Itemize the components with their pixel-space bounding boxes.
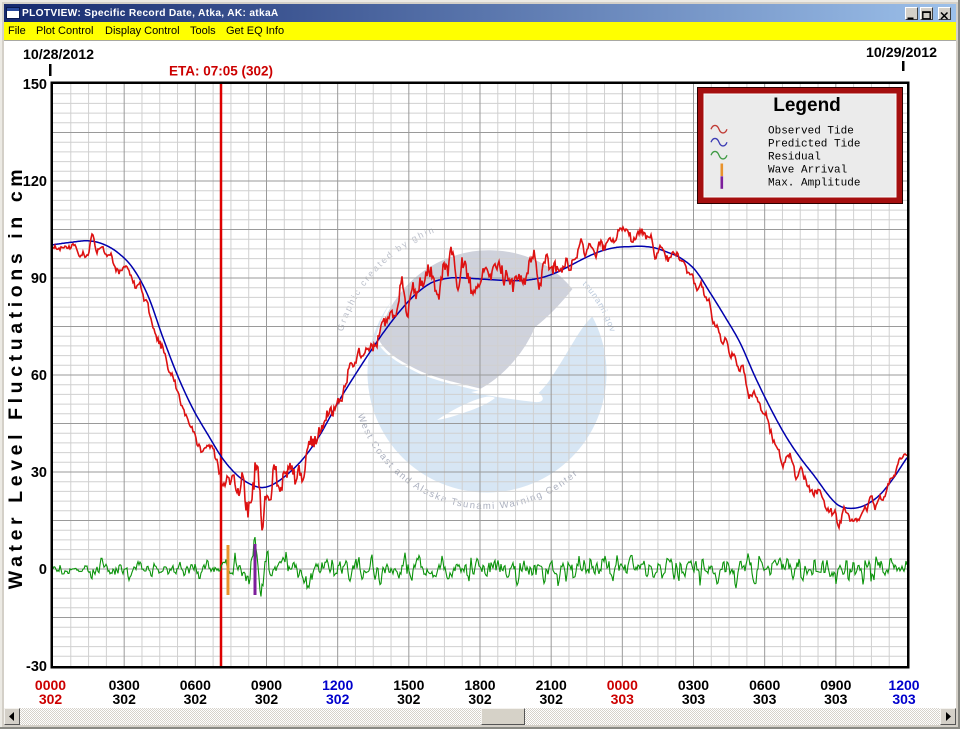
svg-text:0900: 0900 xyxy=(251,677,282,693)
svg-text:2100: 2100 xyxy=(536,677,567,693)
svg-text:302: 302 xyxy=(540,691,564,707)
svg-text:Max. Amplitude: Max. Amplitude xyxy=(768,178,860,190)
svg-text:303: 303 xyxy=(753,691,777,707)
svg-text:30: 30 xyxy=(31,465,47,481)
svg-text:302: 302 xyxy=(326,691,350,707)
svg-text:302: 302 xyxy=(255,691,279,707)
svg-text:Observed Tide: Observed Tide xyxy=(768,126,854,138)
svg-text:302: 302 xyxy=(184,691,208,707)
svg-text:1200: 1200 xyxy=(322,677,353,693)
svg-text:0900: 0900 xyxy=(820,677,851,693)
svg-text:302: 302 xyxy=(468,691,492,707)
svg-text:303: 303 xyxy=(682,691,706,707)
svg-text:Wave Arrival: Wave Arrival xyxy=(768,165,847,177)
svg-text:302: 302 xyxy=(113,691,137,707)
svg-text:0300: 0300 xyxy=(109,677,140,693)
svg-text:303: 303 xyxy=(892,691,916,707)
svg-text:90: 90 xyxy=(31,271,47,287)
svg-text:60: 60 xyxy=(31,368,47,384)
svg-text:302: 302 xyxy=(397,691,421,707)
svg-text:1500: 1500 xyxy=(393,677,424,693)
svg-text:303: 303 xyxy=(824,691,848,707)
svg-text:Predicted Tide: Predicted Tide xyxy=(768,139,860,151)
svg-text:1800: 1800 xyxy=(464,677,495,693)
svg-text:0000: 0000 xyxy=(607,677,638,693)
svg-text:10/29/2012: 10/29/2012 xyxy=(866,45,937,61)
svg-text:Residual: Residual xyxy=(768,152,821,164)
svg-text:0300: 0300 xyxy=(678,677,709,693)
svg-text:10/28/2012: 10/28/2012 xyxy=(23,47,94,63)
svg-text:120: 120 xyxy=(23,174,47,190)
svg-text:ETA: 07:05 (302): ETA: 07:05 (302) xyxy=(169,64,273,79)
svg-text:302: 302 xyxy=(39,691,63,707)
svg-text:0: 0 xyxy=(39,562,47,578)
svg-text:Legend: Legend xyxy=(773,95,841,116)
svg-text:303: 303 xyxy=(611,691,635,707)
svg-text:0600: 0600 xyxy=(749,677,780,693)
svg-text:150: 150 xyxy=(23,77,47,93)
svg-text:0600: 0600 xyxy=(180,677,211,693)
svg-text:0000: 0000 xyxy=(35,677,66,693)
svg-text:1200: 1200 xyxy=(888,677,919,693)
svg-text:Water Level Fluctuations in cm: Water Level Fluctuations in cm xyxy=(5,165,27,589)
svg-text:-30: -30 xyxy=(26,659,47,675)
